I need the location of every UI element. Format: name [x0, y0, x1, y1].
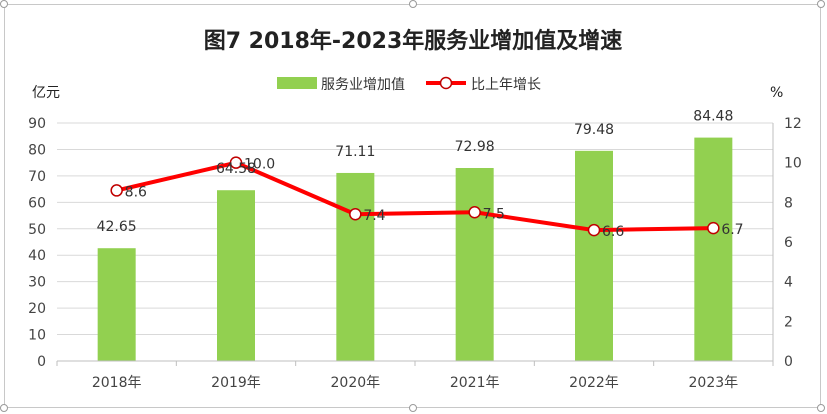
- resize-handle-bottom-middle[interactable]: [409, 404, 417, 412]
- line-value-label: 10.0: [244, 157, 275, 173]
- bar: [336, 172, 375, 361]
- bar: [455, 168, 494, 361]
- bar-value-label: 71.11: [335, 144, 375, 160]
- y-left-tick-label: 20: [28, 301, 46, 317]
- x-tick-label: 2019年: [211, 375, 261, 391]
- bar-value-label: 64.58: [216, 161, 256, 177]
- y-right-tick-label: 6: [784, 235, 793, 251]
- gridlines: [57, 122, 773, 336]
- y-left-tick-label: 70: [28, 169, 46, 185]
- chart-title: 图7 2018年-2023年服务业增加值及增速: [204, 28, 623, 54]
- y-left-tick-label: 60: [28, 195, 46, 211]
- legend-swatch-bar: [277, 77, 317, 89]
- y-left-unit: 亿元: [32, 85, 60, 101]
- line-marker: [229, 156, 243, 169]
- resize-handle-top-middle[interactable]: [409, 0, 417, 8]
- y-left-tick-label: 40: [28, 248, 46, 264]
- bar-value-label: 72.98: [455, 139, 495, 155]
- line-value-label: 6.6: [602, 224, 624, 240]
- bar-series: [97, 137, 733, 361]
- growth-line: [116, 160, 714, 233]
- legend-label-bar: 服务业增加值: [321, 77, 405, 93]
- data-labels: 42.65 64.58 71.11 72.98 79.48 84.48 8.6 10.0 7.4…: [97, 109, 744, 241]
- y-right-unit: %: [770, 85, 783, 101]
- y-right-tick-label: 0: [784, 354, 793, 370]
- legend-label-line: 比上年增长: [471, 77, 541, 93]
- bar-value-label: 79.48: [574, 122, 614, 138]
- y-right-tick-label: 2: [784, 314, 793, 330]
- x-tick-label: 2018年: [92, 375, 142, 391]
- y-left-tick-label: 10: [28, 328, 46, 344]
- y-left-tick-label: 0: [37, 354, 46, 370]
- x-tick-label: 2023年: [689, 375, 739, 391]
- line-marker: [587, 223, 601, 237]
- bar-value-label: 84.48: [693, 109, 733, 125]
- y-right-tick-label: 4: [784, 275, 793, 291]
- line-marker: [707, 221, 720, 235]
- resize-handle-top-right[interactable]: [817, 0, 825, 8]
- legend: 服务业增加值 比上年增长: [277, 76, 541, 93]
- x-tick-label: 2021年: [450, 375, 500, 391]
- line-marker: [349, 207, 362, 221]
- resize-handle-bottom-right[interactable]: [817, 404, 825, 412]
- y-right-tick-label: 12: [784, 116, 802, 132]
- bar: [217, 190, 255, 361]
- line-marker: [110, 184, 123, 197]
- line-value-label: 7.4: [363, 208, 385, 224]
- bar: [97, 248, 136, 361]
- bar: [694, 137, 733, 361]
- y-right-tick-label: 10: [784, 156, 802, 172]
- y-left-tick-label: 50: [28, 222, 46, 238]
- y-left-tick-label: 90: [28, 116, 46, 132]
- line-series: [110, 156, 720, 237]
- x-tick-label: 2020年: [331, 375, 381, 391]
- line-value-label: 7.5: [483, 206, 505, 222]
- axes: 0 10 20 30 40 50 60 70 80 90 0 2 4 6 8 10 12 2018年 2019年 20…: [28, 116, 802, 391]
- line-value-label: 6.7: [721, 222, 743, 238]
- bar: [575, 150, 613, 361]
- bar-value-label: 42.65: [97, 219, 137, 235]
- resize-handle-bottom-left[interactable]: [0, 404, 8, 412]
- line-marker: [468, 206, 481, 219]
- y-left-tick-label: 80: [28, 142, 46, 158]
- legend-swatch-marker: [439, 76, 453, 90]
- resize-handle-top-left[interactable]: [0, 0, 8, 8]
- y-right-tick-label: 8: [784, 195, 793, 211]
- x-tick-label: 2022年: [569, 375, 619, 391]
- line-value-label: 8.6: [125, 184, 147, 200]
- y-left-tick-label: 30: [28, 275, 46, 291]
